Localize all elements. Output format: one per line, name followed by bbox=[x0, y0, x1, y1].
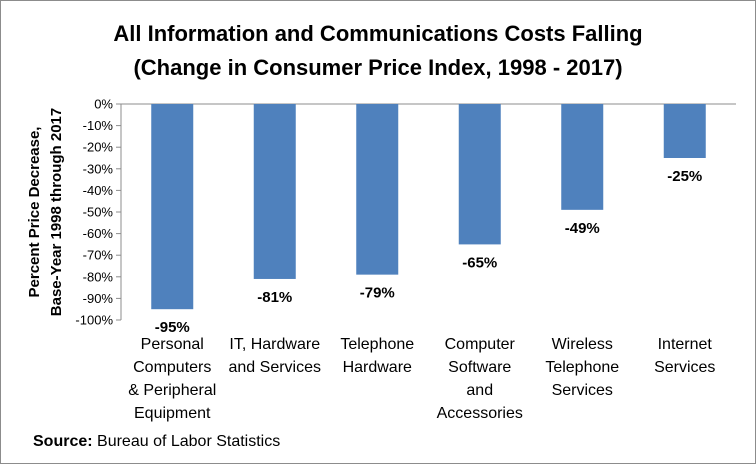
x-tick-label: Hardware bbox=[343, 359, 412, 376]
x-tick-label: Accessories bbox=[437, 405, 523, 422]
x-tick-label: and Services bbox=[229, 359, 322, 376]
x-tick-label: Computers bbox=[133, 359, 211, 376]
x-tick-label: Equipment bbox=[134, 405, 211, 422]
data-label: -25% bbox=[667, 168, 702, 185]
x-tick-label: Services bbox=[654, 359, 715, 376]
x-tick-label: IT, Hardware bbox=[229, 336, 320, 353]
chart-subtitle: (Change in Consumer Price Index, 1998 - … bbox=[133, 55, 622, 80]
y-tick-label: -70% bbox=[83, 248, 114, 263]
y-axis-title: Percent Price Decrease, bbox=[26, 127, 43, 298]
x-tick-label: and bbox=[466, 382, 493, 399]
data-label: -81% bbox=[257, 289, 292, 306]
y-tick-label: -40% bbox=[83, 183, 114, 198]
y-axis-title: Base-Year 1998 through 2017 bbox=[48, 108, 65, 316]
y-tick-label: -50% bbox=[83, 205, 114, 220]
y-tick-label: -90% bbox=[83, 291, 114, 306]
data-label: -95% bbox=[155, 319, 190, 336]
bar bbox=[151, 104, 194, 310]
source-text: Bureau of Labor Statistics bbox=[92, 433, 281, 450]
y-tick-label: -30% bbox=[83, 161, 114, 176]
chart-title: All Information and Communications Costs… bbox=[113, 21, 642, 46]
plot-area: 0% -10% -20% -30% -40% -50% -60% -70% -80% -90% -1… bbox=[26, 97, 736, 422]
bar-chart: All Information and Communications Costs… bbox=[26, 21, 736, 422]
data-label: -65% bbox=[462, 254, 497, 271]
data-label: -79% bbox=[360, 285, 395, 302]
x-tick-label: Personal bbox=[141, 336, 204, 353]
y-tick-label: -80% bbox=[83, 269, 114, 284]
y-tick-label: 0% bbox=[94, 97, 113, 112]
bar bbox=[561, 104, 604, 210]
data-label: -49% bbox=[565, 220, 600, 237]
x-tick-label: & Peripheral bbox=[128, 382, 216, 399]
x-tick-label: Telephone bbox=[545, 359, 619, 376]
source-note: Source: Bureau of Labor Statistics bbox=[33, 433, 280, 451]
x-tick-label: Services bbox=[552, 382, 613, 399]
x-tick-label: Computer bbox=[445, 336, 516, 353]
bar bbox=[356, 104, 399, 275]
x-tick-label: Software bbox=[448, 359, 511, 376]
bar bbox=[253, 104, 296, 279]
y-tick-label: -60% bbox=[83, 226, 114, 241]
bar bbox=[663, 104, 706, 158]
source-label: Source: bbox=[33, 433, 93, 450]
y-tick-label: -100% bbox=[75, 313, 113, 328]
x-tick-label: Wireless bbox=[552, 336, 613, 353]
bar bbox=[458, 104, 501, 245]
y-tick-label: -10% bbox=[83, 118, 114, 133]
y-tick-label: -20% bbox=[83, 140, 114, 155]
x-tick-label: Telephone bbox=[340, 336, 414, 353]
x-tick-label: Internet bbox=[658, 336, 713, 353]
